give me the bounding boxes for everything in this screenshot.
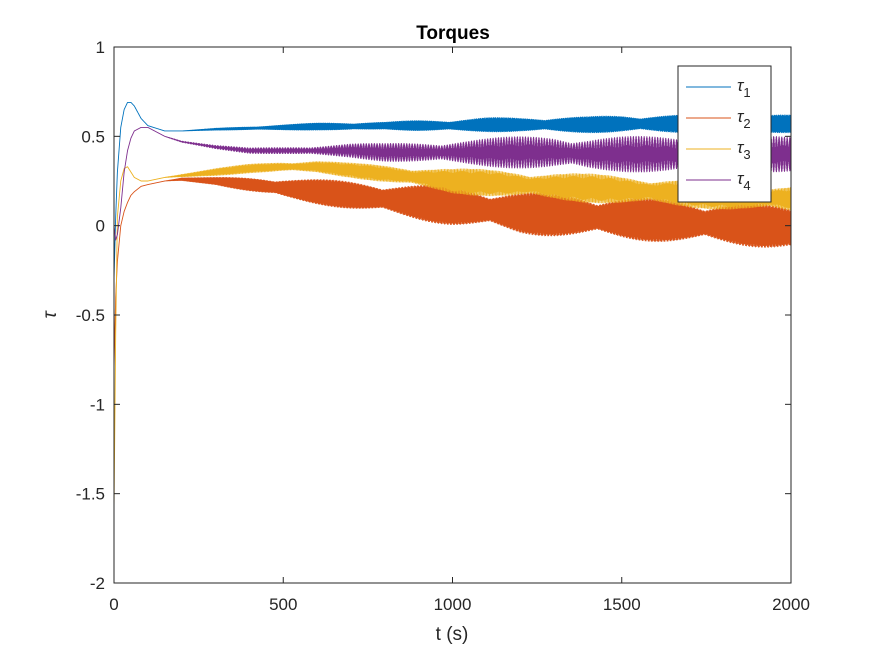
legend-label: τ4 [737, 169, 751, 193]
legend-label: τ1 [737, 76, 751, 100]
legend-label-base: τ [737, 107, 745, 126]
y-tick-label: -2 [90, 574, 105, 593]
y-axis-label: τ [40, 310, 61, 319]
x-tick-label: 2000 [772, 595, 810, 614]
legend-item-4: τ4 [686, 169, 751, 193]
legend-label-base: τ [737, 169, 745, 188]
y-axis: -2 -1.5 -1 -0.5 0 0.5 1 [76, 38, 791, 593]
legend-item-1: τ1 [686, 76, 751, 100]
legend-label-base: τ [737, 138, 745, 157]
legend-label-subscript: 4 [743, 178, 750, 193]
legend-label-base: τ [737, 76, 745, 95]
legend-label-subscript: 2 [743, 116, 750, 131]
legend-label-subscript: 3 [743, 147, 750, 162]
x-tick-label: 1500 [603, 595, 641, 614]
legend-box [677, 65, 772, 203]
y-tick-label: 0.5 [81, 127, 105, 146]
legend-item-2: τ2 [686, 107, 751, 131]
y-tick-label: -0.5 [76, 306, 105, 325]
legend-label: τ3 [737, 138, 751, 162]
legend-item-3: τ3 [686, 138, 751, 162]
x-axis: 0 500 1000 1500 2000 [109, 47, 810, 614]
legend-label-subscript: 1 [743, 85, 750, 100]
series-line-2 [114, 176, 791, 369]
y-tick-label: -1.5 [76, 485, 105, 504]
y-tick-label: 1 [96, 38, 105, 57]
x-tick-label: 0 [109, 595, 118, 614]
x-tick-label: 1000 [434, 595, 472, 614]
y-tick-label: 0 [96, 217, 105, 236]
x-axis-label: t (s) [436, 624, 469, 645]
y-tick-label: -1 [90, 395, 105, 414]
x-tick-label: 500 [269, 595, 297, 614]
legend-label: τ2 [737, 107, 751, 131]
chart-title: Torques [416, 23, 490, 44]
